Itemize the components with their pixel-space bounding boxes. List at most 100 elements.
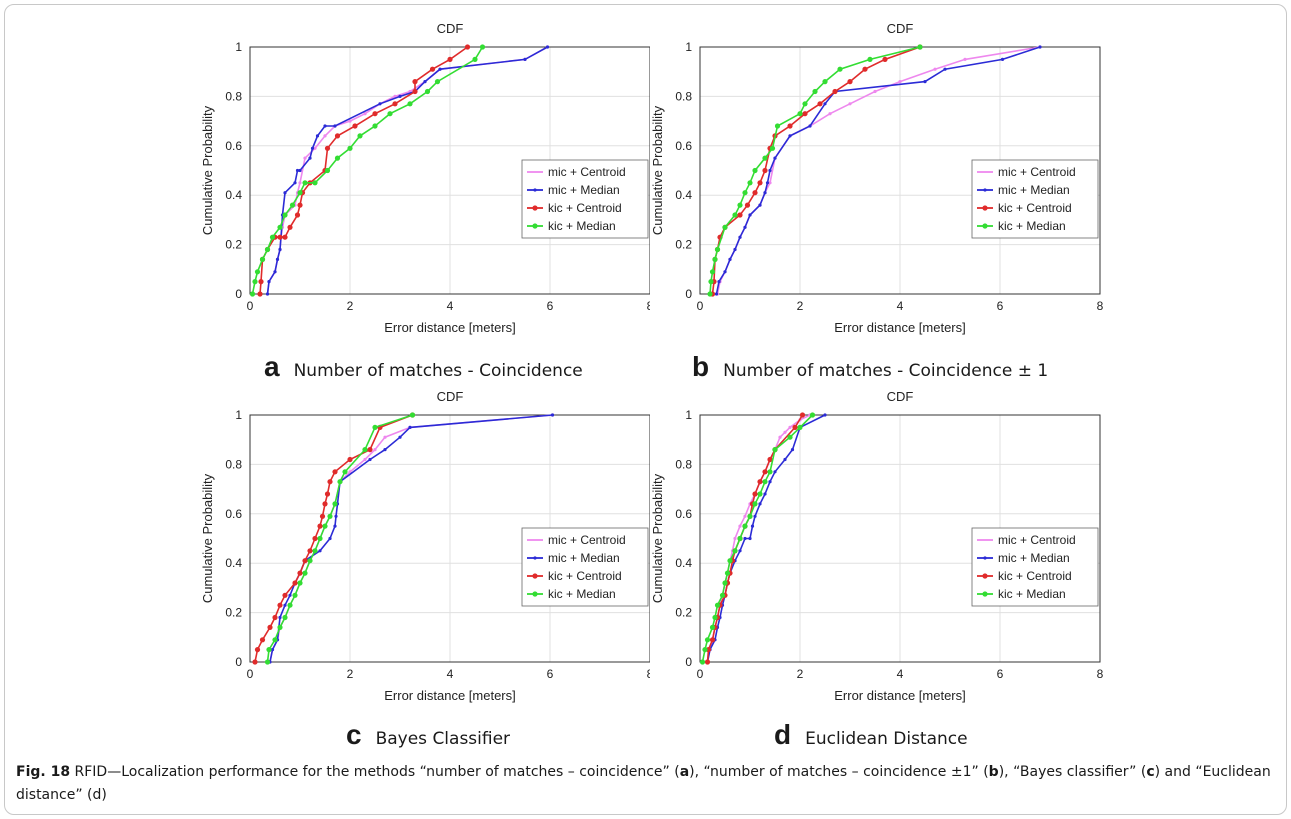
- series-line: [269, 414, 553, 663]
- data-point: [743, 514, 747, 518]
- x-tick-label: 0: [697, 667, 704, 681]
- x-tick-label: 4: [447, 299, 454, 313]
- data-point: [272, 637, 278, 643]
- data-point: [323, 134, 327, 138]
- x-axis-label: Error distance [meters]: [384, 320, 516, 335]
- figure-caption: Fig. 18 RFID—Localization performance fo…: [16, 761, 1276, 807]
- data-point: [787, 434, 793, 440]
- y-tick-label: 1: [235, 408, 242, 422]
- data-point: [257, 291, 263, 297]
- panel-caption-text-d: Euclidean Distance: [805, 729, 968, 749]
- x-tick-label: 6: [547, 299, 554, 313]
- plot-frame: [249, 414, 650, 663]
- data-point: [282, 234, 288, 240]
- legend-marker: [532, 573, 538, 579]
- data-point: [287, 602, 293, 608]
- data-point: [545, 45, 550, 49]
- data-point: [709, 637, 716, 643]
- series-line: [254, 414, 413, 663]
- data-point: [742, 523, 748, 529]
- legend-marker: [982, 591, 988, 597]
- data-point: [788, 425, 792, 429]
- data-point: [812, 88, 818, 95]
- x-tick-label: 2: [797, 667, 804, 681]
- data-point: [714, 602, 721, 608]
- legend-box: [971, 527, 1099, 607]
- data-point: [822, 79, 828, 85]
- data-point: [752, 491, 758, 497]
- y-tick-label: 1: [235, 40, 242, 54]
- data-point: [1038, 45, 1042, 49]
- legend-marker: [982, 573, 988, 579]
- data-point: [264, 246, 271, 253]
- data-point: [409, 412, 416, 418]
- figure-caption-text-1: RFID—Localization performance for the me…: [70, 764, 680, 780]
- legend-label: mic + Median: [548, 551, 620, 565]
- data-point: [748, 213, 752, 217]
- data-point: [307, 558, 313, 564]
- data-point: [743, 536, 747, 541]
- data-point: [324, 491, 331, 497]
- data-point: [773, 470, 777, 474]
- data-point: [763, 492, 767, 496]
- data-point: [714, 292, 719, 296]
- data-point: [317, 535, 323, 542]
- legend-label: mic + Median: [998, 551, 1070, 565]
- x-axis-label: Error distance [meters]: [834, 688, 966, 703]
- data-point: [714, 246, 721, 253]
- y-tick-label: 0.2: [225, 606, 242, 620]
- data-point: [342, 469, 348, 475]
- data-point: [765, 181, 770, 185]
- data-point: [288, 593, 292, 597]
- legend-marker: [983, 188, 987, 192]
- data-point: [783, 430, 787, 434]
- legend-box: [971, 159, 1099, 239]
- data-point: [702, 647, 708, 653]
- data-point: [269, 234, 276, 240]
- series-line: [701, 414, 814, 663]
- data-point: [398, 435, 402, 439]
- data-point: [712, 614, 718, 621]
- data-point: [758, 203, 762, 207]
- data-point: [828, 112, 832, 116]
- data-point: [712, 256, 718, 262]
- x-tick-label: 8: [647, 667, 650, 681]
- data-point: [332, 469, 338, 475]
- y-tick-label: 0.6: [225, 507, 242, 521]
- data-point: [332, 501, 338, 507]
- data-point: [334, 155, 341, 161]
- legend-marker: [532, 591, 538, 597]
- data-point: [282, 212, 288, 218]
- data-point: [324, 145, 331, 151]
- data-point: [787, 123, 793, 129]
- legend-label: kic + Median: [548, 587, 616, 601]
- figure-caption-ref-a: a: [679, 764, 690, 780]
- chart-title: CDF: [887, 389, 914, 404]
- x-tick-label: 8: [1097, 299, 1104, 313]
- data-point: [267, 280, 271, 284]
- legend-marker: [533, 556, 537, 560]
- legend-label: mic + Centroid: [548, 165, 626, 179]
- y-tick-label: 0: [235, 655, 242, 669]
- figure-caption-ref-b: b: [988, 764, 999, 780]
- data-point: [297, 202, 303, 208]
- data-point: [317, 523, 323, 529]
- x-tick-label: 8: [1097, 667, 1104, 681]
- data-point: [479, 44, 486, 50]
- data-point: [772, 447, 778, 453]
- data-point: [733, 247, 737, 252]
- legend-label: mic + Median: [548, 183, 620, 197]
- legend-label: kic + Median: [998, 219, 1066, 233]
- data-point: [266, 647, 272, 653]
- x-tick-label: 4: [897, 299, 904, 313]
- data-point: [738, 524, 742, 528]
- data-point: [438, 67, 442, 71]
- data-point: [315, 134, 320, 138]
- data-point: [423, 80, 427, 84]
- x-axis-label: Error distance [meters]: [384, 688, 516, 703]
- data-point: [778, 435, 782, 439]
- data-point: [768, 168, 772, 173]
- legend-marker: [532, 223, 538, 229]
- data-point: [312, 535, 318, 542]
- y-tick-label: 0.4: [225, 188, 242, 202]
